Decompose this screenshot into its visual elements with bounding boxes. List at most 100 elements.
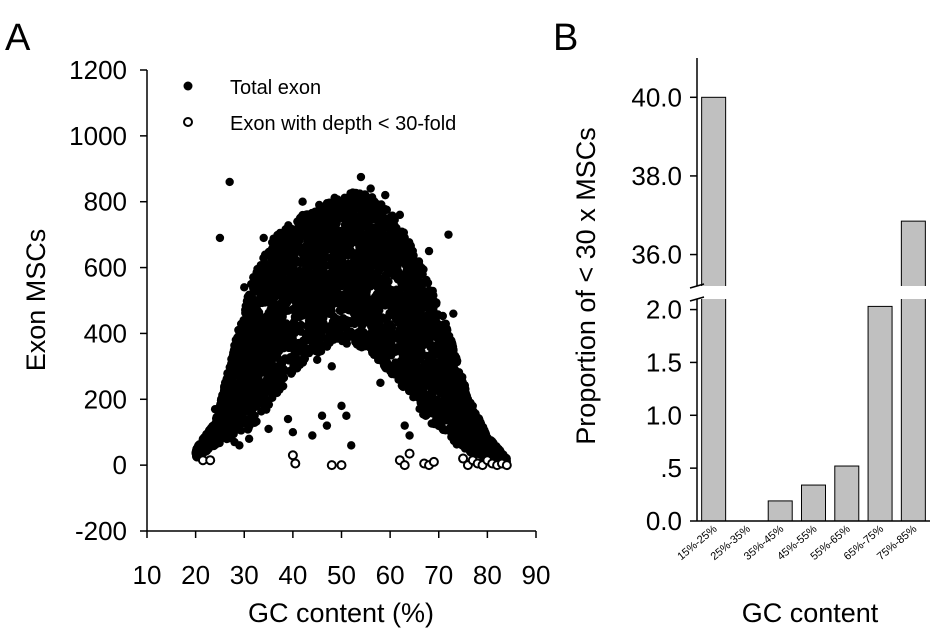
total-exon-point <box>253 308 263 317</box>
total-exon-point <box>285 242 294 251</box>
total-exon-point <box>461 394 471 404</box>
total-exon-point <box>359 331 368 341</box>
total-exon-point <box>376 213 385 223</box>
total-exon-point <box>449 415 458 424</box>
total-exon-point <box>334 268 343 277</box>
total-exon-point <box>384 312 393 321</box>
total-exon-point <box>337 302 346 312</box>
total-exon-point <box>382 343 392 352</box>
total-exon-point <box>285 366 294 376</box>
total-exon-point <box>405 431 414 440</box>
total-exon-point <box>250 328 259 337</box>
total-exon-point <box>438 357 447 366</box>
total-exon-point <box>261 329 270 339</box>
total-exon-point <box>367 193 377 202</box>
total-exon-point <box>300 354 310 363</box>
total-exon-point <box>267 260 276 270</box>
total-exon-point <box>235 361 244 371</box>
panel-b-label: B <box>553 17 578 59</box>
total-exon-point <box>416 266 425 275</box>
total-exon-point <box>478 431 487 440</box>
total-exon-point <box>283 414 293 424</box>
bar-55%-65% <box>834 465 860 522</box>
total-exon-point <box>307 258 316 267</box>
y-tick-label: 200 <box>84 384 127 414</box>
total-exon-point <box>267 244 277 253</box>
total-exon-point <box>228 381 237 391</box>
total-exon-point <box>415 381 424 391</box>
total-exon-point <box>398 377 407 386</box>
total-exon-point <box>251 367 260 376</box>
total-exon-point <box>274 246 284 255</box>
total-exon-point <box>308 213 317 222</box>
total-exon-point <box>468 434 477 443</box>
total-exon-point <box>340 193 349 203</box>
total-exon-point <box>421 316 430 326</box>
total-exon-point <box>370 245 379 254</box>
total-exon-point <box>292 303 301 312</box>
y-tick-label: 600 <box>84 253 127 283</box>
total-exon-point <box>261 312 271 321</box>
total-exon-point <box>423 278 433 288</box>
total-exon-point <box>395 210 405 220</box>
total-exon-point <box>269 298 278 308</box>
total-exon-point <box>282 342 291 351</box>
total-exon-point <box>244 424 253 433</box>
total-exon-point <box>269 387 278 396</box>
total-exon-point <box>324 280 333 289</box>
total-exon-point <box>414 330 424 340</box>
total-exon-point <box>286 352 295 362</box>
legend-label-total-exon: Total exon <box>230 77 321 99</box>
total-exon-point <box>264 424 273 434</box>
y-tick-label: 1000 <box>69 121 127 151</box>
total-exon-point <box>374 267 384 276</box>
total-exon-point <box>287 293 296 302</box>
total-exon-point <box>261 367 271 376</box>
total-exon-point <box>242 304 251 313</box>
total-exon-point <box>239 400 248 409</box>
total-exon-point <box>327 297 337 306</box>
total-exon-point <box>220 411 229 420</box>
y-axis-label-b: Proportion of < 30 x MSCs <box>571 127 601 444</box>
total-exon-point <box>333 315 343 324</box>
total-exon-point <box>299 277 308 286</box>
total-exon-point <box>232 420 241 430</box>
bar-65%-75% <box>867 305 893 522</box>
y-tick-label: 1.5 <box>646 347 682 377</box>
total-exon-point <box>344 231 354 240</box>
total-exon-point <box>352 238 361 247</box>
total-exon-point <box>314 205 324 214</box>
total-exon-point <box>421 411 430 421</box>
total-exon-point <box>334 292 343 301</box>
total-exon-point <box>321 305 330 315</box>
total-exon-point <box>340 243 350 252</box>
low-depth-point <box>290 458 301 469</box>
x-axis-ticks-b: 15%-25%25%-35%35%-45%45%-55%55%-65%65%-7… <box>675 523 919 563</box>
y-tick-label: 0 <box>113 450 127 480</box>
total-exon-point <box>342 411 351 420</box>
total-exon-point <box>249 415 259 425</box>
total-exon-point <box>304 316 314 325</box>
total-exon-point <box>463 424 473 434</box>
total-exon-point <box>356 172 366 182</box>
total-exon-point <box>329 217 339 226</box>
total-exon-point <box>412 318 421 327</box>
y-tick-label: 0.0 <box>646 506 682 536</box>
total-exon-point <box>217 429 226 439</box>
total-exon-point <box>299 336 308 345</box>
total-exon-point <box>465 446 475 456</box>
total-exon-point <box>411 291 420 300</box>
total-exon-point <box>286 321 296 330</box>
total-exon-point <box>247 387 256 397</box>
total-exon-point <box>235 441 244 450</box>
total-exon-point <box>473 448 483 457</box>
total-exon-point <box>422 332 432 342</box>
total-exon-point <box>274 274 284 283</box>
total-exon-point <box>398 229 407 238</box>
total-exon-point <box>275 266 285 276</box>
total-exon-point <box>364 263 374 272</box>
total-exon-point <box>294 346 303 356</box>
total-exon-point <box>424 355 433 364</box>
total-exon-point <box>359 191 369 201</box>
total-exon-point <box>389 294 398 303</box>
